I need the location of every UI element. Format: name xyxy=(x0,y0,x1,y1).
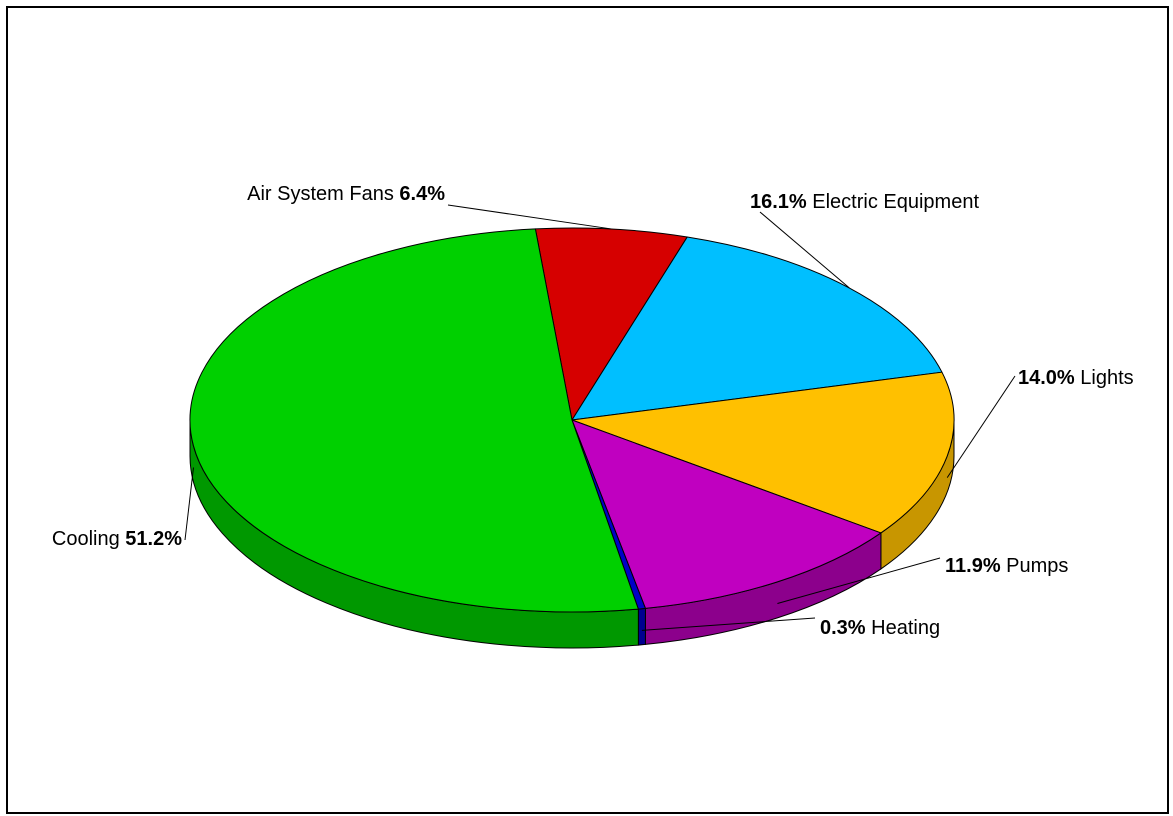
slice-label-lights: 14.0% Lights xyxy=(1018,367,1134,389)
slice-label-electric-equipment: 16.1% Electric Equipment xyxy=(750,191,979,213)
leader-line-air-system-fans xyxy=(447,204,613,230)
slice-label-value: 11.9% xyxy=(945,555,1006,577)
slice-label-name: Air System Fans xyxy=(247,183,399,205)
leader-line-cooling xyxy=(184,467,194,541)
pie-slice-cooling xyxy=(189,228,639,613)
slice-label-cooling: Cooling 51.2% xyxy=(52,528,182,550)
pie-side-heating xyxy=(637,607,646,646)
slice-label-name: Lights xyxy=(1080,367,1133,389)
slice-label-name: Electric Equipment xyxy=(812,191,979,213)
slice-label-value: 6.4% xyxy=(399,183,445,205)
leader-line-heating xyxy=(641,617,816,631)
slice-label-name: Heating xyxy=(871,617,940,639)
leader-line-lights xyxy=(946,375,1016,478)
slice-label-heating: 0.3% Heating xyxy=(820,617,940,639)
slice-label-value: 16.1% xyxy=(750,191,812,213)
slice-label-name: Pumps xyxy=(1006,555,1068,577)
leader-line-electric-equipment xyxy=(759,211,850,289)
slice-label-air-system-fans: Air System Fans 6.4% xyxy=(247,183,445,205)
leader-line-pumps xyxy=(777,557,941,604)
pie-slice-lights xyxy=(571,371,955,534)
slice-label-pumps: 11.9% Pumps xyxy=(945,555,1068,577)
slice-label-value: 14.0% xyxy=(1018,367,1080,389)
pie-slice-pumps xyxy=(571,419,882,609)
pie-slice-air-system-fans xyxy=(534,227,688,421)
slice-label-value: 51.2% xyxy=(125,528,182,550)
slice-label-name: Cooling xyxy=(52,528,125,550)
slice-label-value: 0.3% xyxy=(820,617,871,639)
